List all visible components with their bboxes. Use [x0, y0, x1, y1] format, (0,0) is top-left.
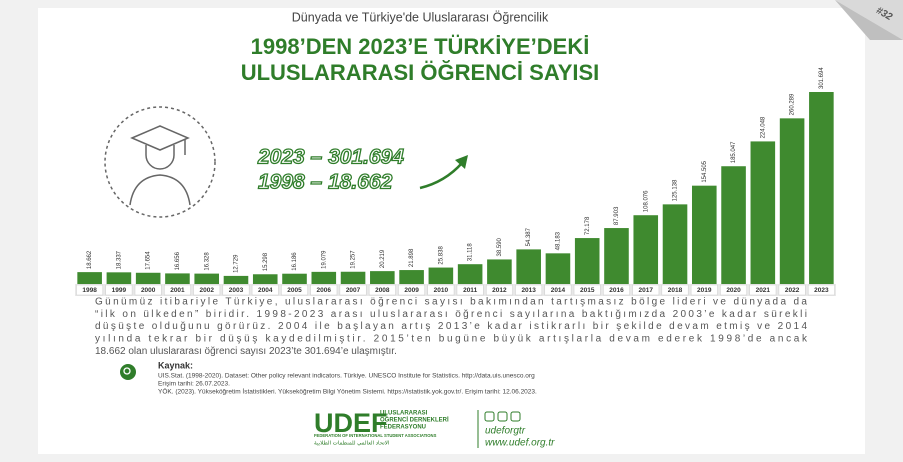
- bar: [721, 166, 746, 284]
- x-tick-label: 2016: [609, 287, 624, 294]
- footer-org: ULUSLARARASI: [380, 411, 428, 417]
- bar: [692, 186, 717, 284]
- x-tick-label: 2012: [492, 287, 507, 294]
- value-label: 18.337: [116, 250, 122, 269]
- annotation: 1998 – 18.662: [258, 171, 393, 194]
- bar: [107, 272, 132, 284]
- source-line: Erişim tarihi: 26.07.2023.: [158, 381, 230, 388]
- value-label: 18.662: [87, 250, 93, 269]
- x-tick-label: 2022: [785, 287, 800, 294]
- chart-subtitle: Dünyada ve Türkiye'de Uluslararası Öğren…: [292, 10, 549, 24]
- bar: [224, 276, 249, 284]
- x-tick-label: 2021: [756, 287, 771, 294]
- x-tick-label: 2017: [639, 287, 654, 294]
- x-tick-label: 2015: [580, 287, 595, 294]
- annotation: 2023 – 301.694: [257, 146, 404, 169]
- x-tick-label: 2003: [229, 287, 244, 294]
- value-label: 72.178: [585, 216, 591, 235]
- value-label: 20.219: [380, 249, 386, 268]
- bar: [77, 272, 102, 284]
- value-label: 48.183: [556, 231, 562, 250]
- footer-website: www.udef.org.tr: [485, 438, 555, 449]
- value-label: 185.047: [731, 141, 737, 163]
- source-line: UIS.Stat. (1998-2020). Dataset: Other po…: [158, 373, 535, 380]
- x-tick-label: 2004: [258, 287, 273, 294]
- x-tick-label: 2010: [434, 287, 449, 294]
- footer-org: الاتحاد العالمي للمنظمات الطلابية: [314, 440, 390, 446]
- value-label: 38.590: [497, 237, 503, 256]
- bar: [194, 274, 219, 284]
- source-heading: Kaynak:: [158, 360, 193, 370]
- value-label: 21.898: [409, 248, 415, 267]
- value-label: 16.328: [204, 252, 210, 271]
- x-tick-label: 2009: [404, 287, 419, 294]
- source-icon: [120, 364, 136, 380]
- paragraph-line: “ilk on ülkeden” biridir. 1998-2023 aras…: [95, 309, 807, 320]
- x-tick-label: 2000: [141, 287, 156, 294]
- value-label: 25.838: [438, 246, 444, 265]
- x-tick-label: 2014: [551, 287, 566, 294]
- x-tick-label: 2019: [697, 287, 712, 294]
- x-tick-label: 2013: [521, 287, 536, 294]
- value-label: 54.387: [526, 227, 532, 246]
- x-tick-label: 2002: [199, 287, 214, 294]
- bar: [136, 273, 161, 284]
- x-tick-label: 2006: [317, 287, 332, 294]
- value-label: 19.079: [321, 250, 327, 269]
- bar: [458, 264, 483, 284]
- value-label: 16.656: [175, 251, 181, 270]
- value-label: 87.903: [614, 206, 620, 225]
- x-tick-label: 2001: [170, 287, 185, 294]
- chart-title: 1998’DEN 2023’E TÜRKİYE’DEKİ: [251, 34, 590, 59]
- bar: [809, 92, 834, 284]
- footer-org: FEDERATION OF INTERNATIONAL STUDENT ASSO…: [314, 433, 437, 438]
- bar: [399, 270, 424, 284]
- value-label: 224.048: [760, 116, 766, 138]
- x-tick-label: 2011: [463, 287, 477, 294]
- source-line: YÖK. (2023). Yükseköğretim İstatistikler…: [158, 387, 537, 396]
- bar: [311, 272, 336, 284]
- value-label: 16.186: [292, 252, 298, 271]
- bar: [429, 268, 454, 284]
- bar: [253, 274, 278, 284]
- value-label: 31.118: [468, 243, 474, 262]
- value-label: 154.505: [702, 160, 708, 182]
- footer-org: ÖĞRENCİ DERNEKLERİ: [380, 416, 449, 424]
- bar: [370, 271, 395, 284]
- value-label: 260.289: [790, 93, 796, 115]
- x-tick-label: 2007: [346, 287, 361, 294]
- value-label: 108.076: [643, 190, 649, 212]
- infographic: #32 Dünyada ve Türkiye'de Uluslararası Ö…: [0, 0, 903, 462]
- chart-title: ULUSLARARASI ÖĞRENCİ SAYISI: [241, 60, 600, 85]
- bar: [633, 215, 658, 284]
- x-tick-label: 2023: [814, 287, 829, 294]
- value-label: 12.729: [234, 254, 240, 273]
- bar: [604, 228, 629, 284]
- x-tick-label: 1998: [82, 287, 97, 294]
- bar: [575, 238, 600, 284]
- bar: [663, 204, 688, 284]
- value-label: 19.257: [351, 250, 357, 269]
- bar: [341, 272, 366, 284]
- value-label: 301.694: [819, 67, 825, 89]
- bar: [516, 249, 541, 284]
- x-tick-label: 1999: [112, 287, 127, 294]
- x-tick-label: 2008: [375, 287, 390, 294]
- bar: [165, 273, 190, 284]
- footer-org: FEDERASYONU: [380, 425, 426, 431]
- value-label: 15.298: [263, 252, 269, 271]
- footer-handle: udeforgtr: [485, 426, 526, 437]
- value-label: 125.138: [673, 179, 679, 201]
- bar: [780, 118, 805, 284]
- x-tick-label: 2020: [726, 287, 741, 294]
- bar: [487, 259, 512, 284]
- x-tick-label: 2018: [668, 287, 683, 294]
- bar: [546, 253, 571, 284]
- value-label: 17.654: [146, 251, 152, 270]
- paragraph-line: 18.662 olan uluslararası öğrenci sayısı …: [95, 346, 397, 357]
- x-tick-label: 2005: [287, 287, 302, 294]
- bar: [751, 141, 776, 284]
- bar: [282, 274, 307, 284]
